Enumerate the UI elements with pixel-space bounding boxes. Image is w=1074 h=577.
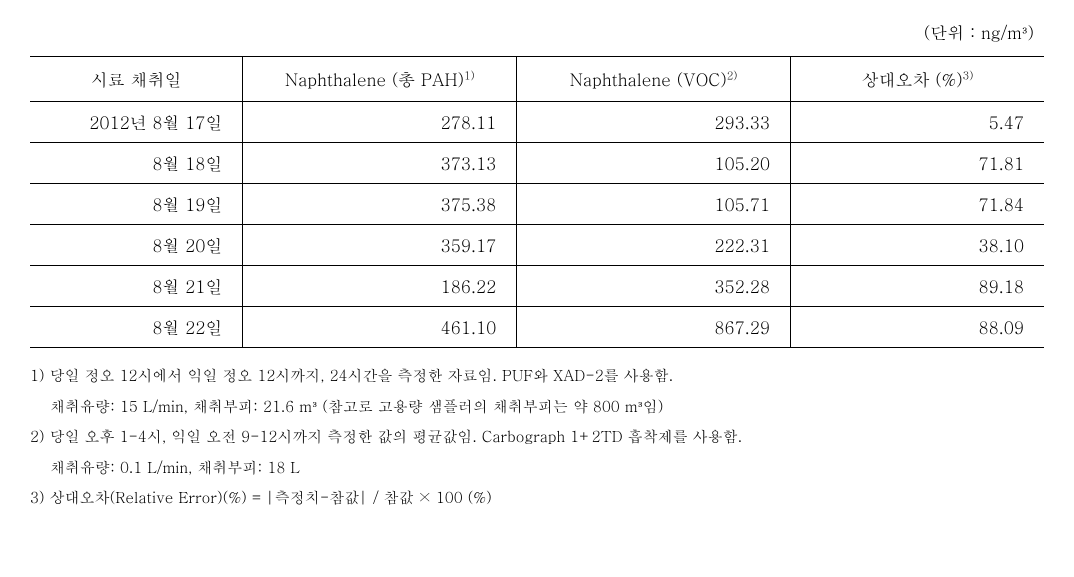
footnote-3: 3) 상대오차(Relative Error)(%) = |측정치-참값| / … [30,484,1044,513]
footnote-2b: 채취유량: 0.1 L/min, 채취부피: 18 L [30,454,1044,483]
header-pah-text: Naphthalene (총 PAH) [285,67,464,91]
cell-voc: 105.20 [517,143,791,184]
cell-date: 8월 18일 [30,143,243,184]
header-voc-sup: 2) [727,68,738,83]
cell-err: 71.84 [790,184,1044,225]
footnotes-block: 1) 당일 정오 12시에서 익일 정오 12시까지, 24시간을 측정한 자료… [30,362,1044,513]
cell-pah: 375.38 [243,184,517,225]
cell-err: 38.10 [790,225,1044,266]
footnote-1b: 채취유량: 15 L/min, 채취부피: 21.6 m³ (참고로 고용량 샘… [30,393,1044,422]
cell-err: 89.18 [790,266,1044,307]
header-pah-sup: 1) [464,68,475,83]
cell-pah: 461.10 [243,307,517,348]
cell-pah: 373.13 [243,143,517,184]
table-row: 8월 21일 186.22 352.28 89.18 [30,266,1044,307]
table-body: 2012년 8월 17일 278.11 293.33 5.47 8월 18일 3… [30,102,1044,348]
cell-date: 8월 19일 [30,184,243,225]
cell-voc: 105.71 [517,184,791,225]
footnote-2a: 2) 당일 오후 1-4시, 익일 오전 9-12시까지 측정한 값의 평균값임… [30,423,1044,452]
footnote-1a: 1) 당일 정오 12시에서 익일 정오 12시까지, 24시간을 측정한 자료… [30,362,1044,391]
table-row: 8월 20일 359.17 222.31 38.10 [30,225,1044,266]
cell-voc: 293.33 [517,102,791,143]
header-pah: Naphthalene (총 PAH)1) [243,57,517,102]
table-row: 8월 19일 375.38 105.71 71.84 [30,184,1044,225]
data-table: 시료 채취일 Naphthalene (총 PAH)1) Naphthalene… [30,56,1044,348]
cell-pah: 278.11 [243,102,517,143]
table-row: 8월 22일 461.10 867.29 88.09 [30,307,1044,348]
cell-voc: 222.31 [517,225,791,266]
table-header-row: 시료 채취일 Naphthalene (총 PAH)1) Naphthalene… [30,57,1044,102]
cell-err: 71.81 [790,143,1044,184]
cell-date: 2012년 8월 17일 [30,102,243,143]
header-date: 시료 채취일 [30,57,243,102]
cell-voc: 867.29 [517,307,791,348]
header-voc-text: Naphthalene (VOC) [570,67,727,91]
cell-err: 88.09 [790,307,1044,348]
cell-date: 8월 20일 [30,225,243,266]
header-err-sup: 3) [963,68,974,83]
cell-date: 8월 21일 [30,266,243,307]
header-err: 상대오차 (%)3) [790,57,1044,102]
table-row: 2012년 8월 17일 278.11 293.33 5.47 [30,102,1044,143]
header-err-text: 상대오차 (%) [862,67,963,91]
cell-pah: 186.22 [243,266,517,307]
table-row: 8월 18일 373.13 105.20 71.81 [30,143,1044,184]
unit-label: (단위 : ng/m³) [30,20,1044,44]
cell-voc: 352.28 [517,266,791,307]
cell-date: 8월 22일 [30,307,243,348]
header-voc: Naphthalene (VOC)2) [517,57,791,102]
cell-pah: 359.17 [243,225,517,266]
cell-err: 5.47 [790,102,1044,143]
